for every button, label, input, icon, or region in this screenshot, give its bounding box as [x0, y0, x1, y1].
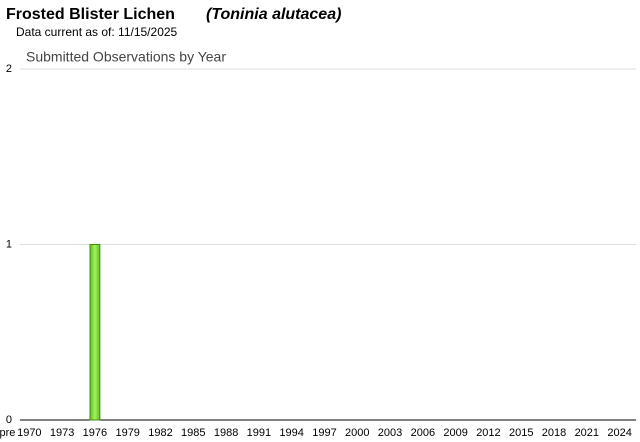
- x-tick-label: 2003: [378, 427, 402, 439]
- subtitle: Data current as of: 11/15/2025: [16, 25, 178, 39]
- x-tick-label: 2018: [542, 427, 566, 439]
- x-tick-label: 2015: [509, 427, 533, 439]
- x-tick-label: 2009: [443, 427, 467, 439]
- x-tick-label: 1976: [83, 427, 107, 439]
- x-tick-label: 2006: [411, 427, 435, 439]
- x-tick-label: 2021: [575, 427, 599, 439]
- scientific-name: (Toninia alutacea): [206, 6, 341, 23]
- x-tick-label: 1970: [17, 427, 41, 439]
- x-tick-label: 1982: [148, 427, 172, 439]
- x-tick-label: pre: [0, 427, 15, 439]
- x-tick-label: 2012: [476, 427, 500, 439]
- x-tick-label: 1985: [181, 427, 205, 439]
- x-tick-label: 1979: [115, 427, 139, 439]
- x-tick-label: 1973: [50, 427, 74, 439]
- x-tick-label: 1988: [214, 427, 238, 439]
- bar: [89, 244, 101, 421]
- x-tick-label: 2000: [345, 427, 369, 439]
- title: Frosted Blister Lichen: [6, 6, 175, 23]
- y-tick-label: 0: [6, 414, 12, 426]
- y-tick-label: 1: [6, 238, 12, 250]
- plot: 0 1 2 pre 1970 1973 1976 1979 1982 1985 1988 1991 19…: [0, 63, 636, 439]
- y-tick-label: 2: [6, 63, 12, 75]
- x-tick-label: 1997: [312, 427, 336, 439]
- x-tick-label: 2024: [607, 427, 631, 439]
- x-tick-label: 1991: [247, 427, 271, 439]
- x-tick-label: 1994: [279, 427, 303, 439]
- chart-title: Submitted Observations by Year: [26, 49, 226, 65]
